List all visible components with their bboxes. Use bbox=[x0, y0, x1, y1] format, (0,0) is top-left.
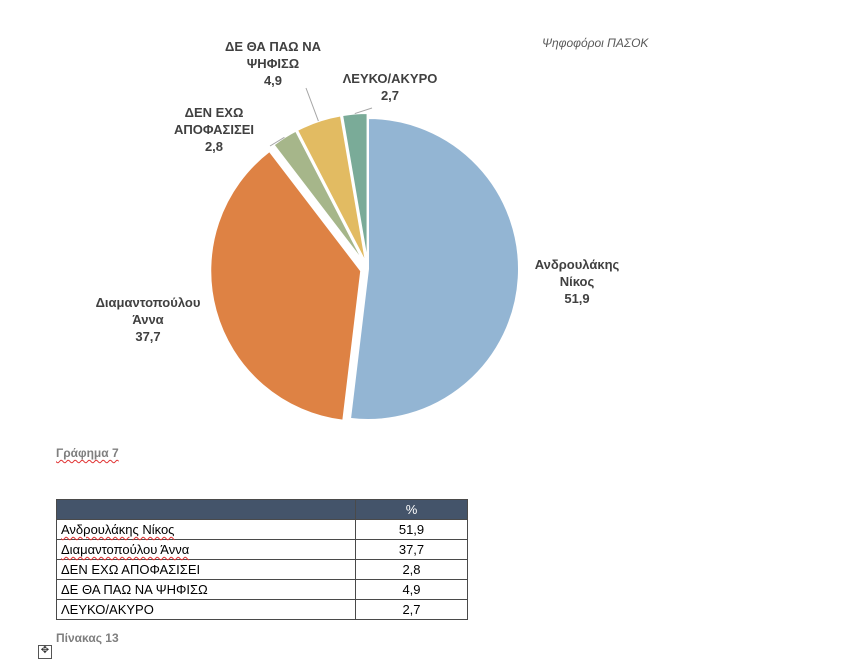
slice-label-line: ΔΕ ΘΑ ΠΑΩ ΝΑ bbox=[225, 39, 321, 54]
table-cell-value: 4,9 bbox=[355, 579, 468, 600]
slice-label-line: Άννα bbox=[132, 312, 164, 327]
leader-line bbox=[305, 87, 319, 122]
chart-subtitle: Ψηφοφόροι ΠΑΣΟΚ bbox=[542, 36, 649, 50]
table-cell-value: 2,7 bbox=[355, 599, 468, 620]
table-cell-name: ΔΕΝ ΕΧΩ ΑΠΟΦΑΣΙΣΕΙ bbox=[56, 559, 356, 580]
slice-blank-invalid bbox=[340, 112, 369, 265]
leader-line bbox=[269, 136, 285, 147]
table-cell-value: 2,8 bbox=[355, 559, 468, 580]
slice-value-label: 37,7 bbox=[135, 329, 161, 344]
table-row: ΛΕΥΚΟ/ΑΚΥΡΟ 2,7 bbox=[56, 599, 468, 620]
slice-label-undecided: ΔΕΝ ΕΧΩ ΑΠΟΦΑΣΙΣΕΙ 2,8 bbox=[158, 104, 270, 155]
table-cell-value: 51,9 bbox=[355, 519, 468, 540]
slice-label-wont-vote: ΔΕ ΘΑ ΠΑΩ ΝΑ ΨΗΦΙΣΩ 4,9 bbox=[212, 38, 334, 89]
slice-value-label: 51,9 bbox=[564, 291, 590, 306]
slice-diamantopoulou bbox=[209, 149, 363, 422]
slice-label-diamantopoulou: Διαμαντοπούλου Άννα 37,7 bbox=[78, 294, 218, 345]
move-arrows-icon[interactable]: ✥ bbox=[38, 645, 52, 659]
results-table: % Ανδρουλάκης Νίκος 51,9 Διαμαντοπούλου … bbox=[56, 499, 468, 620]
slice-androulakis bbox=[348, 116, 520, 421]
slice-value-label: 2,8 bbox=[204, 139, 224, 154]
chart-caption: Γράφημα 7 bbox=[56, 446, 119, 460]
table-row: ΔΕ ΘΑ ΠΑΩ ΝΑ ΨΗΦΙΣΩ 4,9 bbox=[56, 579, 468, 600]
slice-label-line: Διαμαντοπούλου bbox=[95, 295, 201, 310]
table-row: ΔΕΝ ΕΧΩ ΑΠΟΦΑΣΙΣΕΙ 2,8 bbox=[56, 559, 468, 580]
slice-label-line: ΑΠΟΦΑΣΙΣΕΙ bbox=[173, 122, 255, 137]
slice-label-line: ΔΕΝ ΕΧΩ bbox=[184, 105, 244, 120]
slice-label-line: Ανδρουλάκης bbox=[534, 257, 620, 272]
table-caption: Πίνακας 13 bbox=[56, 631, 119, 645]
slice-value-label: 2,7 bbox=[380, 88, 400, 103]
slice-value-label: 4,9 bbox=[263, 73, 283, 88]
slice-label-blank-invalid: ΛΕΥΚΟ/ΑΚΥΡΟ 2,7 bbox=[330, 70, 450, 104]
leader-line bbox=[354, 107, 373, 115]
table-header-name bbox=[56, 499, 356, 520]
table-row: Ανδρουλάκης Νίκος 51,9 bbox=[56, 519, 468, 540]
table-header-percent: % bbox=[355, 499, 468, 520]
slice-label-line: ΛΕΥΚΟ/ΑΚΥΡΟ bbox=[342, 71, 438, 86]
table-row: Διαμαντοπούλου Άννα 37,7 bbox=[56, 539, 468, 560]
table-cell-name: ΛΕΥΚΟ/ΑΚΥΡΟ bbox=[56, 599, 356, 620]
slice-label-line: ΨΗΦΙΣΩ bbox=[246, 56, 300, 71]
table-cell-value: 37,7 bbox=[355, 539, 468, 560]
pie-chart-svg bbox=[209, 87, 520, 422]
table-header-row: % bbox=[56, 499, 468, 520]
slice-label-androulakis: Ανδρουλάκης Νίκος 51,9 bbox=[522, 256, 632, 307]
slice-label-line: Νίκος bbox=[559, 274, 595, 289]
table-cell-name: ΔΕ ΘΑ ΠΑΩ ΝΑ ΨΗΦΙΣΩ bbox=[56, 579, 356, 600]
table-cell-name: Ανδρουλάκης Νίκος bbox=[56, 519, 356, 540]
table-cell-name: Διαμαντοπούλου Άννα bbox=[56, 539, 356, 560]
slice-wont-vote bbox=[295, 114, 368, 265]
